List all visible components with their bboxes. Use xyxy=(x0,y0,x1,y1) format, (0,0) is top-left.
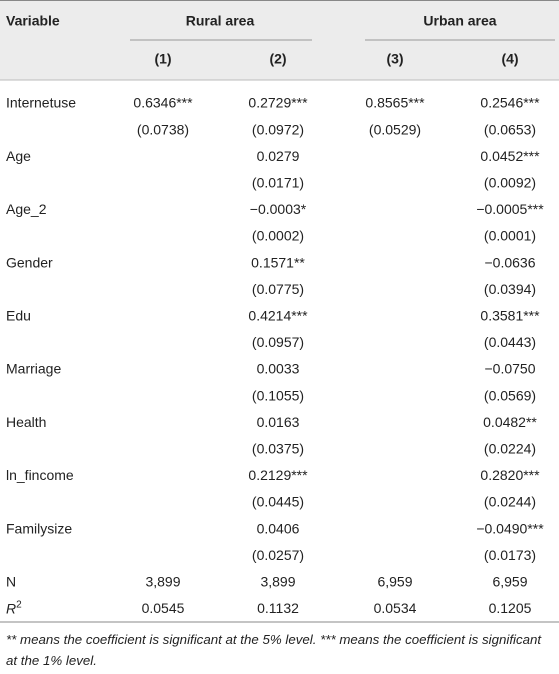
cell: −0.0003* xyxy=(250,201,307,217)
cell: 0.2820*** xyxy=(480,467,540,483)
cell: (0.0957) xyxy=(252,334,304,350)
row-label: ln_fincome xyxy=(6,467,74,483)
row-label: Health xyxy=(6,414,46,430)
cell: 0.2129*** xyxy=(248,467,308,483)
cell: 0.2546*** xyxy=(480,95,540,111)
cell: (0.0001) xyxy=(484,228,536,244)
cell: (0.0738) xyxy=(137,121,189,137)
cell: (0.0257) xyxy=(252,547,304,563)
row-label: Age xyxy=(6,148,31,164)
row-label: R2 xyxy=(6,599,22,616)
cell: 6,959 xyxy=(492,574,527,590)
cell: 0.0534 xyxy=(374,600,417,616)
cell: (0.0445) xyxy=(252,494,304,510)
cell: (0.0529) xyxy=(369,121,421,137)
cell: 0.0406 xyxy=(257,520,300,536)
cell: 0.1132 xyxy=(257,600,299,616)
column-header: (2) xyxy=(269,51,286,67)
cell: 0.2729*** xyxy=(248,95,308,111)
cell: 6,959 xyxy=(377,574,412,590)
variable-header: Variable xyxy=(6,13,60,29)
cell: −0.0750 xyxy=(485,361,536,377)
cell: (0.0375) xyxy=(252,441,304,457)
cell: 0.1571** xyxy=(251,254,305,270)
row-label: Age_2 xyxy=(6,201,47,217)
row-label: N xyxy=(6,574,16,590)
row-label: Marriage xyxy=(6,361,61,377)
row-label-superscript: 2 xyxy=(16,599,22,610)
cell: 0.3581*** xyxy=(480,308,540,324)
cell: (0.0972) xyxy=(252,121,304,137)
cell: 3,899 xyxy=(145,574,180,590)
cell: (0.0443) xyxy=(484,334,536,350)
cell: (0.0653) xyxy=(484,121,536,137)
row-label: Familysize xyxy=(6,520,72,536)
cell: (0.0224) xyxy=(484,441,536,457)
row-label-symbol: R xyxy=(6,600,16,616)
cell: (0.0569) xyxy=(484,387,536,403)
group-header: Urban area xyxy=(423,13,496,29)
cell: (0.0775) xyxy=(252,281,304,297)
cell: 0.0279 xyxy=(257,148,300,164)
cell: 0.4214*** xyxy=(248,308,308,324)
cell: (0.0394) xyxy=(484,281,536,297)
cell: −0.0490*** xyxy=(476,520,544,536)
cell: −0.0005*** xyxy=(476,201,544,217)
cell: (0.0244) xyxy=(484,494,536,510)
cell: 0.0452*** xyxy=(480,148,540,164)
footnote: ** means the coefficient is significant … xyxy=(6,632,542,668)
cell: −0.0636 xyxy=(485,254,536,270)
row-label: Gender xyxy=(6,254,53,270)
cell: 0.0545 xyxy=(142,600,185,616)
row-label: Edu xyxy=(6,308,31,324)
cell: (0.1055) xyxy=(252,387,304,403)
table: Variable Rural area Urban area (1) (2) (… xyxy=(0,0,559,623)
column-header: (1) xyxy=(154,51,171,67)
column-header: (3) xyxy=(386,51,403,67)
column-header: (4) xyxy=(501,51,518,67)
cell: (0.0092) xyxy=(484,175,536,191)
cell: 0.0482** xyxy=(483,414,537,430)
cell: 0.1205 xyxy=(489,600,532,616)
cell: 3,899 xyxy=(260,574,295,590)
cell: (0.0171) xyxy=(252,175,304,191)
cell: 0.0163 xyxy=(257,414,300,430)
cell: (0.0002) xyxy=(252,228,304,244)
cell: 0.0033 xyxy=(257,361,300,377)
row-label: Internetuse xyxy=(6,95,76,111)
cell: 0.6346*** xyxy=(133,95,193,111)
cell: 0.8565*** xyxy=(365,95,425,111)
group-header: Rural area xyxy=(186,13,255,29)
cell: (0.0173) xyxy=(484,547,536,563)
